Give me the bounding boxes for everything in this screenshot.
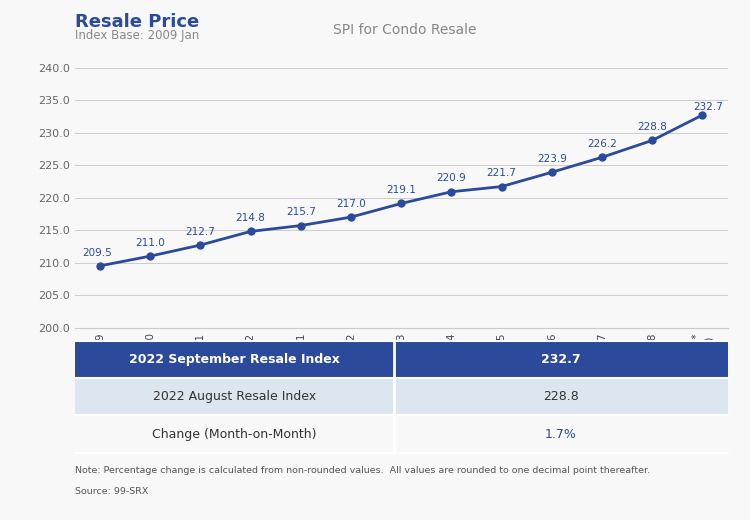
Text: 232.7: 232.7	[693, 102, 723, 112]
Text: 226.2: 226.2	[587, 139, 617, 149]
Text: 217.0: 217.0	[336, 199, 366, 209]
Text: Resale Price: Resale Price	[75, 13, 200, 31]
Text: 214.8: 214.8	[236, 213, 266, 223]
Text: Note: Percentage change is calculated from non-rounded values.  All values are r: Note: Percentage change is calculated fr…	[75, 466, 650, 475]
Text: 223.9: 223.9	[537, 154, 567, 164]
Text: 228.8: 228.8	[638, 122, 668, 132]
Text: 232.7: 232.7	[541, 353, 580, 366]
Text: 220.9: 220.9	[436, 173, 466, 184]
Text: Source: 99-SRX: Source: 99-SRX	[75, 487, 148, 496]
Text: 212.7: 212.7	[185, 227, 215, 237]
Text: 2022 September Resale Index: 2022 September Resale Index	[129, 353, 340, 366]
Text: SPI for Condo Resale: SPI for Condo Resale	[333, 23, 477, 37]
Text: 209.5: 209.5	[82, 248, 112, 257]
Text: 211.0: 211.0	[136, 238, 165, 248]
Text: 219.1: 219.1	[386, 185, 416, 195]
Text: 1.7%: 1.7%	[544, 427, 577, 441]
Text: 215.7: 215.7	[286, 207, 316, 217]
Text: 221.7: 221.7	[487, 168, 517, 178]
Text: Index Base: 2009 Jan: Index Base: 2009 Jan	[75, 29, 200, 42]
Text: Change (Month-on-Month): Change (Month-on-Month)	[152, 427, 316, 441]
Text: 2022 August Resale Index: 2022 August Resale Index	[153, 390, 316, 404]
Text: 228.8: 228.8	[543, 390, 578, 404]
